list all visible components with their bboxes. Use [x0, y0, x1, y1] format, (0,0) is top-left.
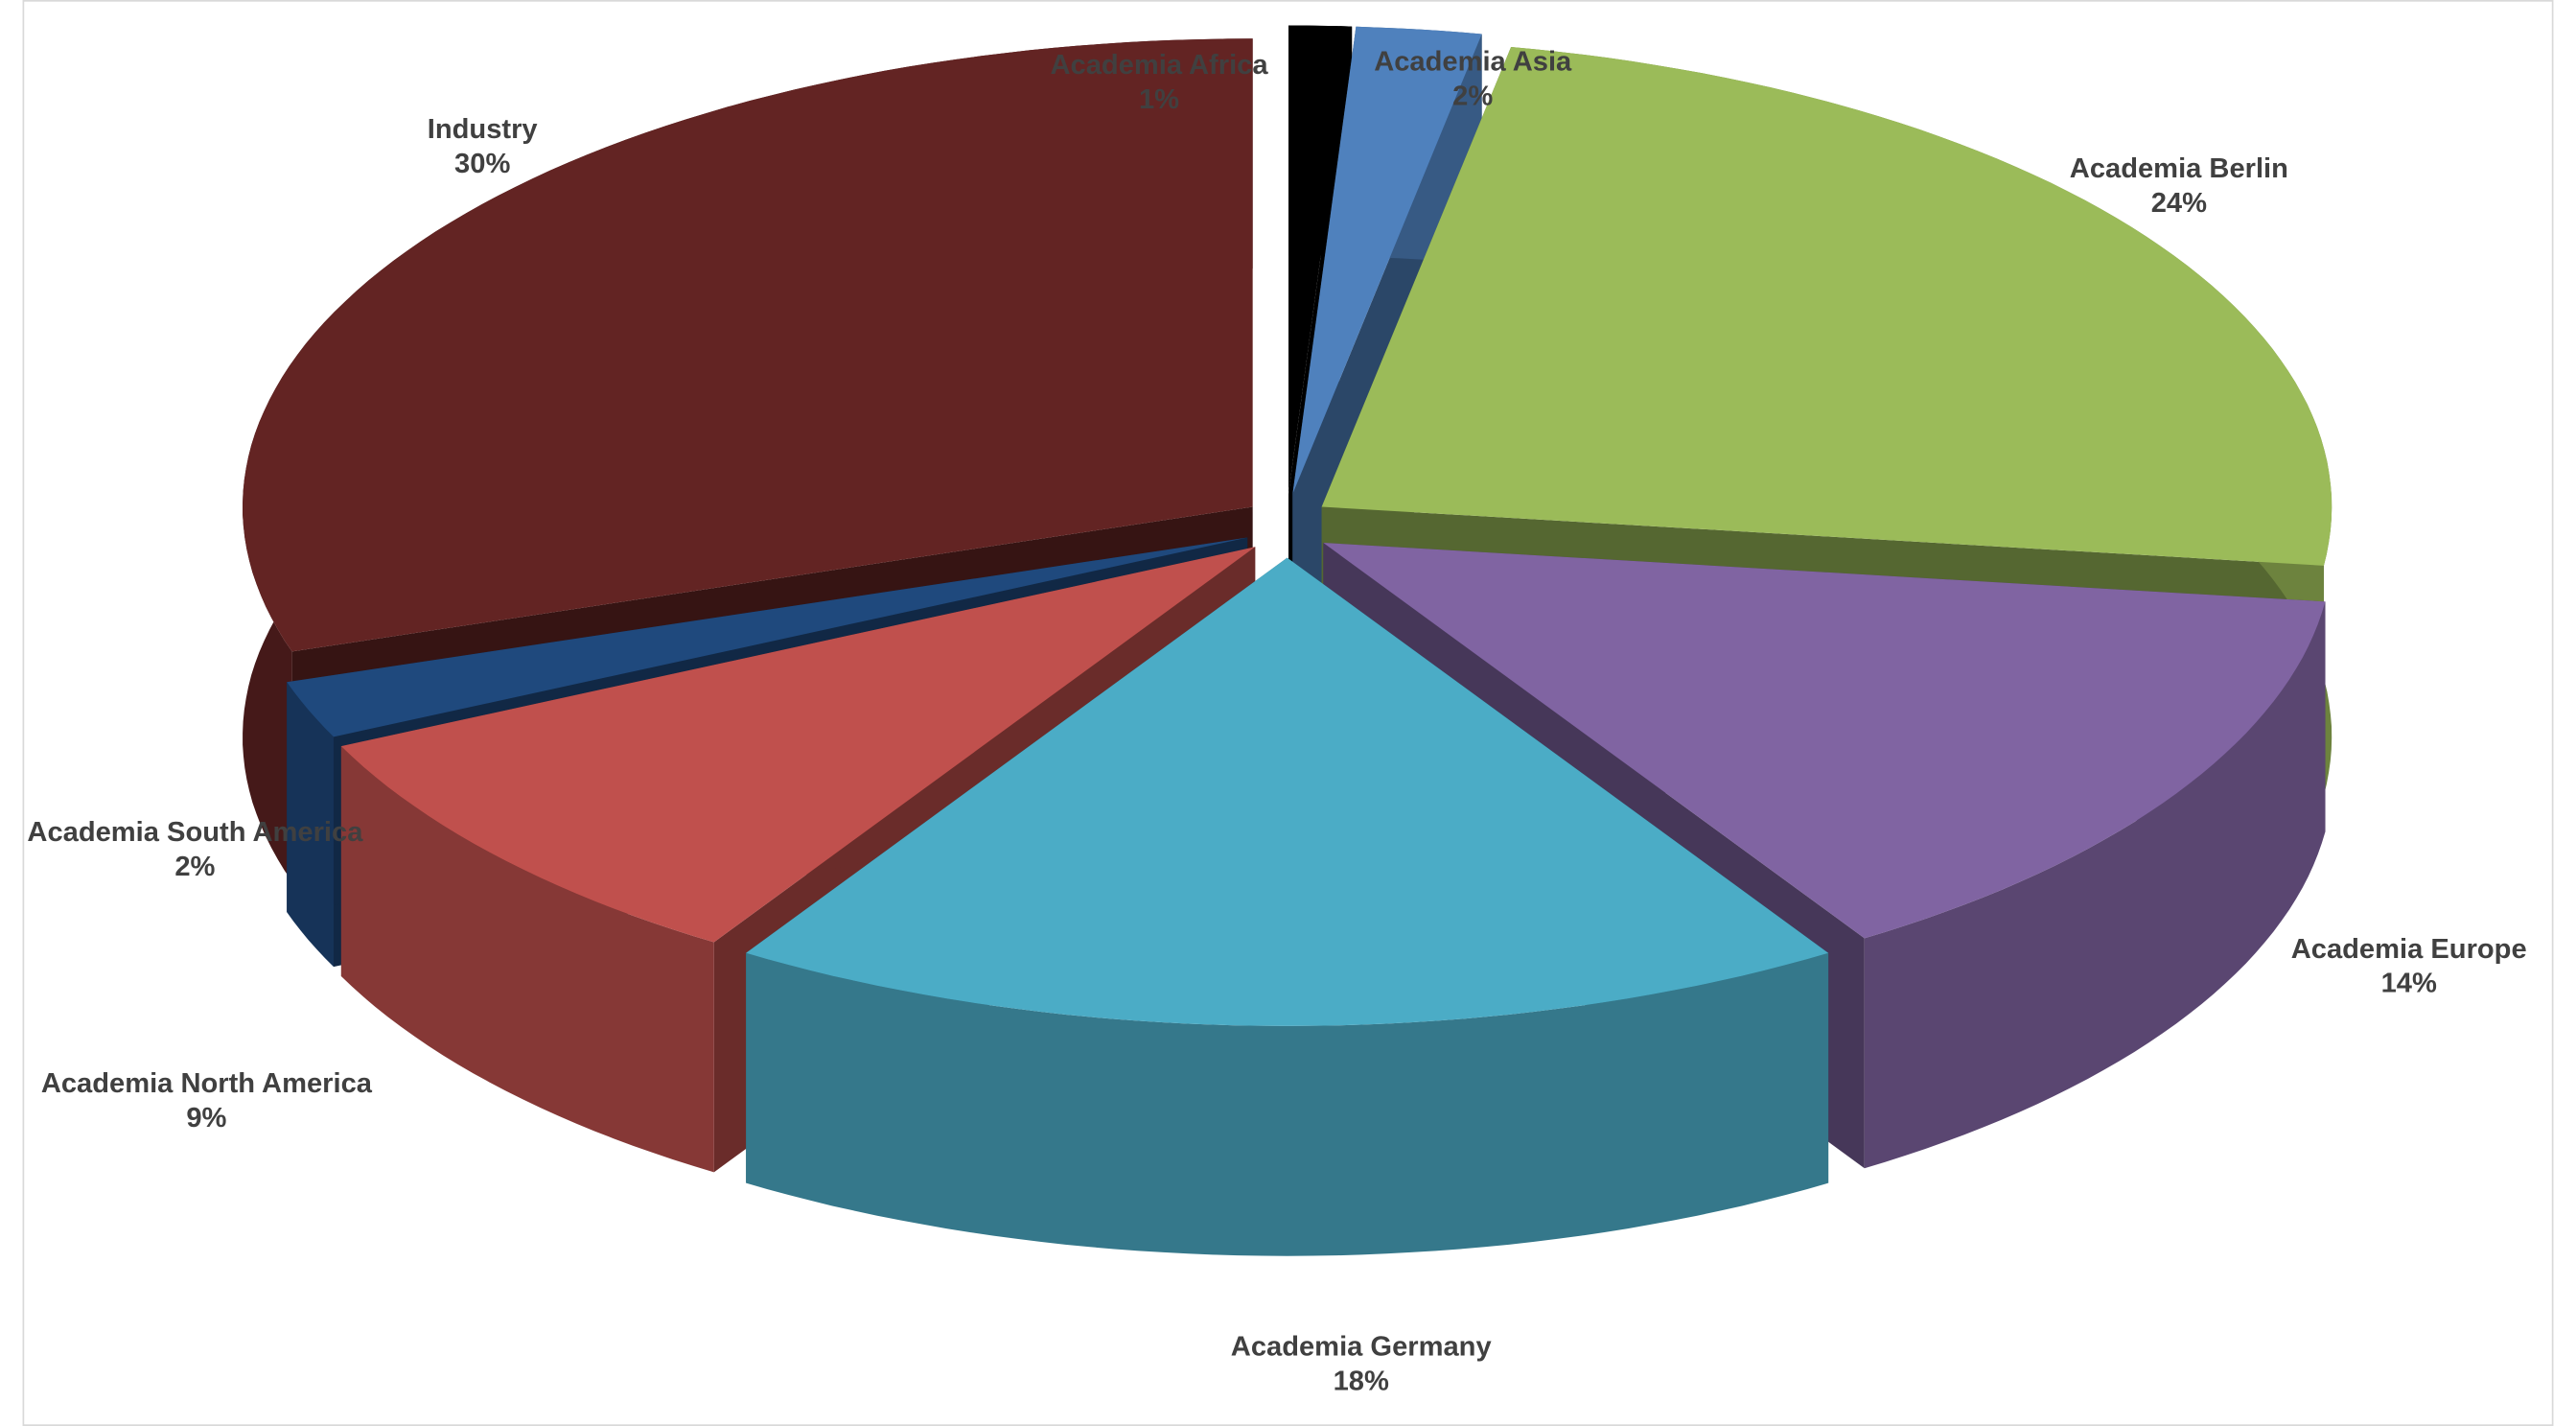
data-label-name: Academia North America	[41, 1068, 373, 1099]
slice	[243, 38, 1253, 652]
slice	[340, 547, 1256, 943]
slice	[1292, 26, 1482, 495]
data-label-value: 2%	[174, 852, 215, 882]
data-label-name: Academia Germany	[1231, 1331, 1493, 1362]
slice-side	[287, 682, 334, 968]
data-label-value: 1%	[1139, 84, 1179, 115]
slice-side	[340, 746, 714, 1173]
pie	[243, 25, 2332, 1256]
data-label-name: Academia Europe	[2291, 934, 2527, 965]
data-label-name: Academia Asia	[1374, 47, 1572, 78]
data-label-name: Industry	[428, 114, 539, 145]
data-label-value: 24%	[2151, 188, 2207, 219]
slice	[1321, 46, 2332, 566]
slice-side	[746, 952, 1829, 1256]
slice-side	[1864, 601, 2326, 1169]
slice	[1323, 543, 2326, 939]
data-label-value: 2%	[1452, 82, 1493, 112]
data-label-value: 9%	[186, 1103, 226, 1134]
data-label-name: Academia South America	[27, 817, 363, 848]
data-label-value: 18%	[1334, 1366, 1389, 1396]
slice	[1288, 25, 1353, 494]
data-label-value: 30%	[454, 149, 510, 179]
slice	[746, 557, 1829, 1026]
slice	[287, 537, 1248, 737]
data-label-value: 14%	[2381, 969, 2437, 999]
data-label-name: Academia Berlin	[2070, 153, 2288, 184]
data-label-name: Academia Africa	[1050, 50, 1268, 81]
